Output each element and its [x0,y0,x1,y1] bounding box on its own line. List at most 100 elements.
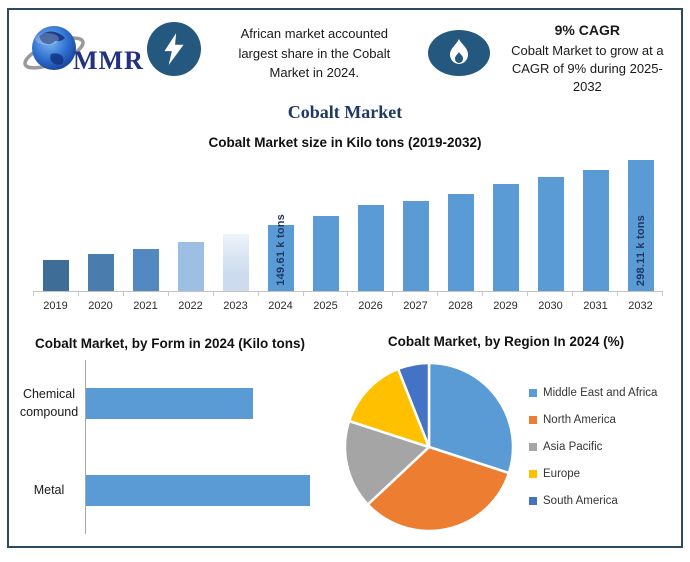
tick-2021 [124,292,169,296]
logo-text: MMR [73,46,144,75]
x-label-2022: 2022 [178,300,203,312]
legend-swatch [529,388,537,397]
form-bar-metal [86,474,310,506]
page-title: Cobalt Market [287,102,403,122]
market-size-bars: 149.61 k tons 298.11 k tons [33,156,663,292]
header-banner: MMR African market accounted largest sha… [9,10,681,96]
tick-2025 [304,292,349,296]
x-label-2023: 2023 [223,300,248,312]
market-size-plot-area: 149.61 k tons 298.11 k tons 2019 2020 2021 2… [33,156,663,312]
bar-column-2029 [483,156,528,291]
by-form-chart-title: Cobalt Market, by Form in 2024 (Kilo ton… [34,336,306,351]
bar-column-2025 [303,156,348,291]
x-axis-labels: 2019 2020 2021 2022 2023 2024 2025 2026 2027 2028… [33,296,663,312]
legend-item-europe: Europe [529,460,657,487]
x-label-2032: 2032 [628,300,653,312]
bar-2030 [537,176,564,291]
pie-slice-asia-pacific [343,419,431,506]
bar-column-2023 [213,156,258,291]
tick-2027 [393,292,439,296]
tick-2026 [348,292,394,296]
x-label-2027: 2027 [403,300,428,312]
tick-2023 [214,292,259,296]
cagr-title: 9% CAGR [554,22,620,38]
pie-slice-south-america [396,361,431,449]
bar-column-2021 [123,156,168,291]
x-label-2030: 2030 [538,300,563,312]
globe-icon [23,26,85,70]
x-label-2031: 2031 [583,300,608,312]
tick-2019 [34,292,79,296]
x-label-2021: 2021 [133,300,158,312]
bar-2020 [87,254,114,291]
form-label-metal: Metal [33,483,65,497]
pie-slice-europe [347,367,431,449]
tick-2031 [573,292,618,296]
by-form-plot-area: Chemical compound Metal [13,359,331,534]
legend-label: Asia Pacific [543,440,603,453]
market-size-chart-title: Cobalt Market size in Kilo tons (2019-20… [208,135,482,150]
bar-value-label-2032: 298.11 k tons [634,214,647,286]
legend-swatch [529,496,537,505]
bar-column-2031 [573,156,618,291]
legend-item-middle-east-and-africa: Middle East and Africa [529,379,657,406]
by-form-chart: Cobalt Market, by Form in 2024 (Kilo ton… [9,334,331,535]
form-bar-row [86,447,331,534]
bar-column-2020 [78,156,123,291]
legend-swatch [529,415,537,424]
x-label-2026: 2026 [358,300,383,312]
bar-column-2028 [438,156,483,291]
region-pie [343,361,515,533]
cagr-text: Cobalt Market to grow at a CAGR of 9% du… [511,43,664,95]
tick-2030 [528,292,574,296]
highlight-text: African market accounted largest share i… [238,26,391,80]
bar-2024 [267,225,294,291]
tick-2028 [438,292,484,296]
x-label-2020: 2020 [88,300,113,312]
by-region-plot-area: Middle East and Africa North America Asia … [331,359,681,535]
bar-column-2019 [33,156,78,291]
x-label-2025: 2025 [313,300,338,312]
lightning-badge [147,22,201,76]
market-size-chart: Cobalt Market size in Kilo tons (2019-20… [9,135,681,312]
by-form-bars [85,359,331,534]
bar-2025 [312,216,339,291]
pie-slice-north-america [366,445,511,533]
bar-column-2026 [348,156,393,291]
bar-2026 [357,205,384,291]
legend-swatch [529,469,537,478]
x-axis-ticks [33,292,663,296]
legend-label: North America [543,413,616,426]
by-region-chart: Cobalt Market, by Region In 2024 (%) Mid… [331,334,681,535]
form-label-chemical-compound: Chemical compound [19,386,79,420]
legend-label: Europe [543,467,581,480]
legend-swatch [529,442,537,451]
tick-2024 [259,292,304,296]
region-legend: Middle East and Africa North America Asia … [529,379,657,535]
form-bar-row [86,360,331,447]
tick-2020 [79,292,124,296]
flame-icon [449,39,468,64]
x-label-2019: 2019 [43,300,68,312]
bottom-charts-row: Cobalt Market, by Form in 2024 (Kilo ton… [9,334,681,535]
legend-label: South America [543,494,618,507]
bar-value-label-2024: 149.61 k tons [274,214,287,286]
bar-2032 [627,160,654,291]
x-label-2028: 2028 [448,300,473,312]
bar-column-2024: 149.61 k tons [258,156,303,291]
infographic-frame: MMR African market accounted largest sha… [7,8,683,548]
cagr-block: 9% CAGR Cobalt Market to grow at a CAGR … [502,22,673,97]
tick-2032 [618,292,663,296]
pie-slice-middle-east-and-africa [427,361,515,475]
by-form-category-labels: Chemical compound Metal [13,360,85,534]
bar-2027 [402,201,429,291]
legend-item-south-america: South America [529,487,657,514]
x-label-2029: 2029 [493,300,518,312]
form-bar-chemical-compound [86,387,253,419]
lightning-icon [164,33,184,65]
bar-column-2022 [168,156,213,291]
tick-2022 [169,292,214,296]
bar-2029 [492,184,519,291]
tick-2029 [483,292,529,296]
bar-2022 [177,241,204,291]
